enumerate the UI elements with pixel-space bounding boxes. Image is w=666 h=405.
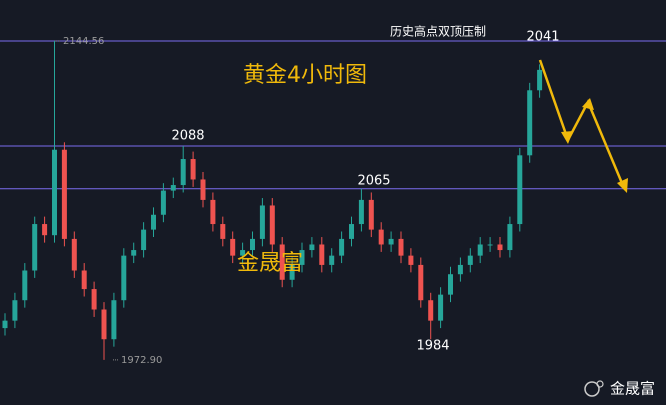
candle-body (537, 69, 543, 91)
candle-body (32, 224, 38, 271)
candle-body (42, 224, 48, 236)
candle-body (269, 205, 275, 245)
candle-body (368, 199, 374, 230)
chart-title: 黄金4小时图 (243, 63, 367, 88)
candle-body (160, 190, 166, 215)
candle-body (210, 199, 216, 225)
candle-body (52, 149, 57, 236)
candle-body (121, 255, 127, 301)
candle-body (250, 238, 255, 251)
candle-body (259, 205, 265, 239)
candle-body (71, 238, 77, 271)
candle-body (358, 199, 364, 225)
candle-body (467, 255, 473, 265)
candle-body (428, 300, 434, 321)
candle-body (329, 255, 335, 265)
candle-body (190, 159, 196, 180)
annotation: 历史高点双顶压制 (390, 24, 486, 39)
candle-body (388, 238, 394, 245)
candle-body (180, 159, 186, 186)
candle-body (487, 244, 493, 246)
candle-body (101, 309, 107, 340)
brand-logo (584, 380, 604, 397)
candle-body (230, 238, 236, 256)
candle-body (81, 270, 87, 290)
extreme-label: 2144.56 (63, 36, 104, 47)
candle-body (200, 179, 206, 200)
candle-body (457, 264, 463, 275)
candle-body (438, 294, 444, 321)
candle-body (111, 300, 117, 340)
candle-body (22, 270, 28, 301)
candle-body (408, 255, 414, 265)
candle-body (309, 244, 315, 251)
candle-body (477, 244, 483, 256)
candle-body (279, 244, 285, 280)
extreme-label: 1972.90 (121, 355, 162, 366)
candle-body (448, 274, 453, 295)
forecast-arrows (538, 59, 628, 193)
candle-body (61, 149, 67, 239)
candle-body (398, 238, 404, 256)
candle-body (378, 229, 384, 245)
watermark: 金晟富 (237, 251, 303, 276)
price-label: 2041 (526, 30, 559, 45)
candle-body (12, 300, 18, 321)
candle-body (319, 244, 325, 265)
candle-body (141, 229, 147, 251)
price-label: 1984 (416, 339, 449, 354)
candle-body (507, 224, 513, 251)
candle-body (517, 155, 523, 225)
candle-body (418, 264, 424, 301)
candle-body (289, 264, 295, 280)
candle-body (220, 224, 226, 239)
candle-body (527, 90, 533, 156)
candle-body (349, 224, 354, 239)
candle-body (151, 214, 156, 230)
candle-body (299, 250, 305, 265)
price-label: 2088 (171, 129, 204, 144)
candle-body (131, 250, 137, 256)
candle-body (170, 185, 176, 191)
candle-body (91, 289, 97, 310)
candle-body (339, 238, 345, 256)
candle-body (240, 250, 246, 256)
candle-body (497, 244, 503, 251)
candle-body (2, 320, 8, 329)
price-label: 2065 (357, 174, 390, 189)
brand: 金晟富 (610, 380, 655, 398)
